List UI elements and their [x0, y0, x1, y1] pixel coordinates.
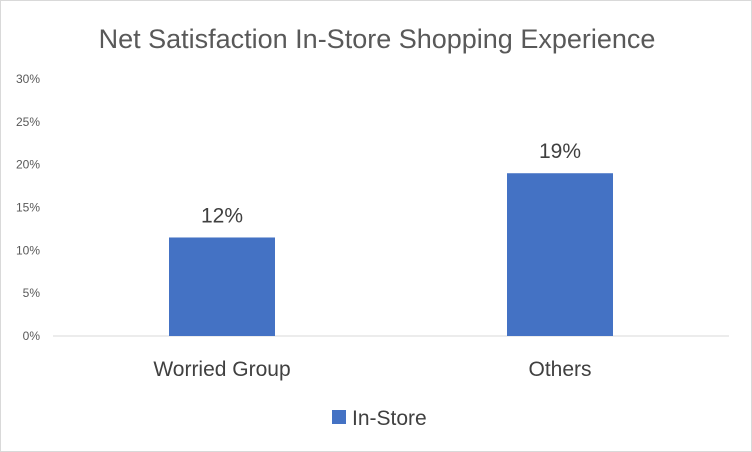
- legend-label: In-Store: [352, 407, 427, 430]
- y-tick-label: 30%: [16, 72, 40, 86]
- data-label: 12%: [201, 204, 243, 227]
- x-tick-label: Worried Group: [153, 358, 290, 381]
- bar: [507, 173, 613, 336]
- legend-swatch: [332, 410, 346, 424]
- y-tick-label: 25%: [16, 115, 40, 129]
- y-tick-label: 15%: [16, 201, 40, 215]
- x-tick-label: Others: [528, 358, 591, 381]
- y-tick-label: 20%: [16, 158, 40, 172]
- legend: In-Store: [332, 407, 427, 430]
- bars: 12% 19%: [169, 140, 613, 336]
- y-tick-label: 5%: [23, 286, 41, 300]
- chart-title: Net Satisfaction In-Store Shopping Exper…: [99, 24, 656, 54]
- y-tick-label: 10%: [16, 243, 40, 257]
- y-tick-label: 0%: [23, 329, 41, 343]
- y-axis: 0% 5% 10% 15% 20% 25% 30%: [16, 72, 40, 343]
- x-axis: Worried Group Others: [153, 358, 591, 381]
- data-label: 19%: [539, 140, 581, 163]
- bar: [169, 237, 275, 336]
